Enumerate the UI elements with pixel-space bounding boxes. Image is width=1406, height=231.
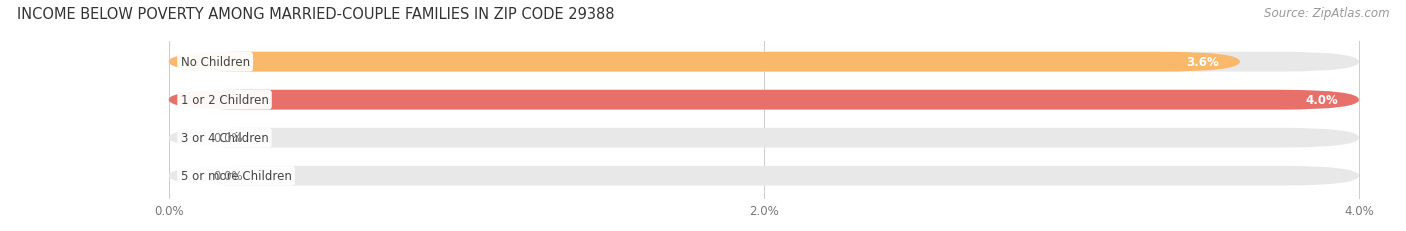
FancyBboxPatch shape	[169, 53, 1240, 72]
Text: 1 or 2 Children: 1 or 2 Children	[180, 94, 269, 107]
FancyBboxPatch shape	[169, 90, 1360, 110]
Text: 5 or more Children: 5 or more Children	[180, 170, 291, 182]
Text: 0.0%: 0.0%	[214, 170, 243, 182]
FancyBboxPatch shape	[169, 166, 1360, 186]
Text: 3 or 4 Children: 3 or 4 Children	[180, 132, 269, 145]
FancyBboxPatch shape	[169, 90, 1360, 110]
Text: Source: ZipAtlas.com: Source: ZipAtlas.com	[1264, 7, 1389, 20]
Text: No Children: No Children	[180, 56, 250, 69]
Text: 4.0%: 4.0%	[1305, 94, 1339, 107]
FancyBboxPatch shape	[169, 128, 1360, 148]
Text: 0.0%: 0.0%	[214, 132, 243, 145]
FancyBboxPatch shape	[169, 53, 1360, 72]
Text: 3.6%: 3.6%	[1187, 56, 1219, 69]
Text: INCOME BELOW POVERTY AMONG MARRIED-COUPLE FAMILIES IN ZIP CODE 29388: INCOME BELOW POVERTY AMONG MARRIED-COUPL…	[17, 7, 614, 22]
